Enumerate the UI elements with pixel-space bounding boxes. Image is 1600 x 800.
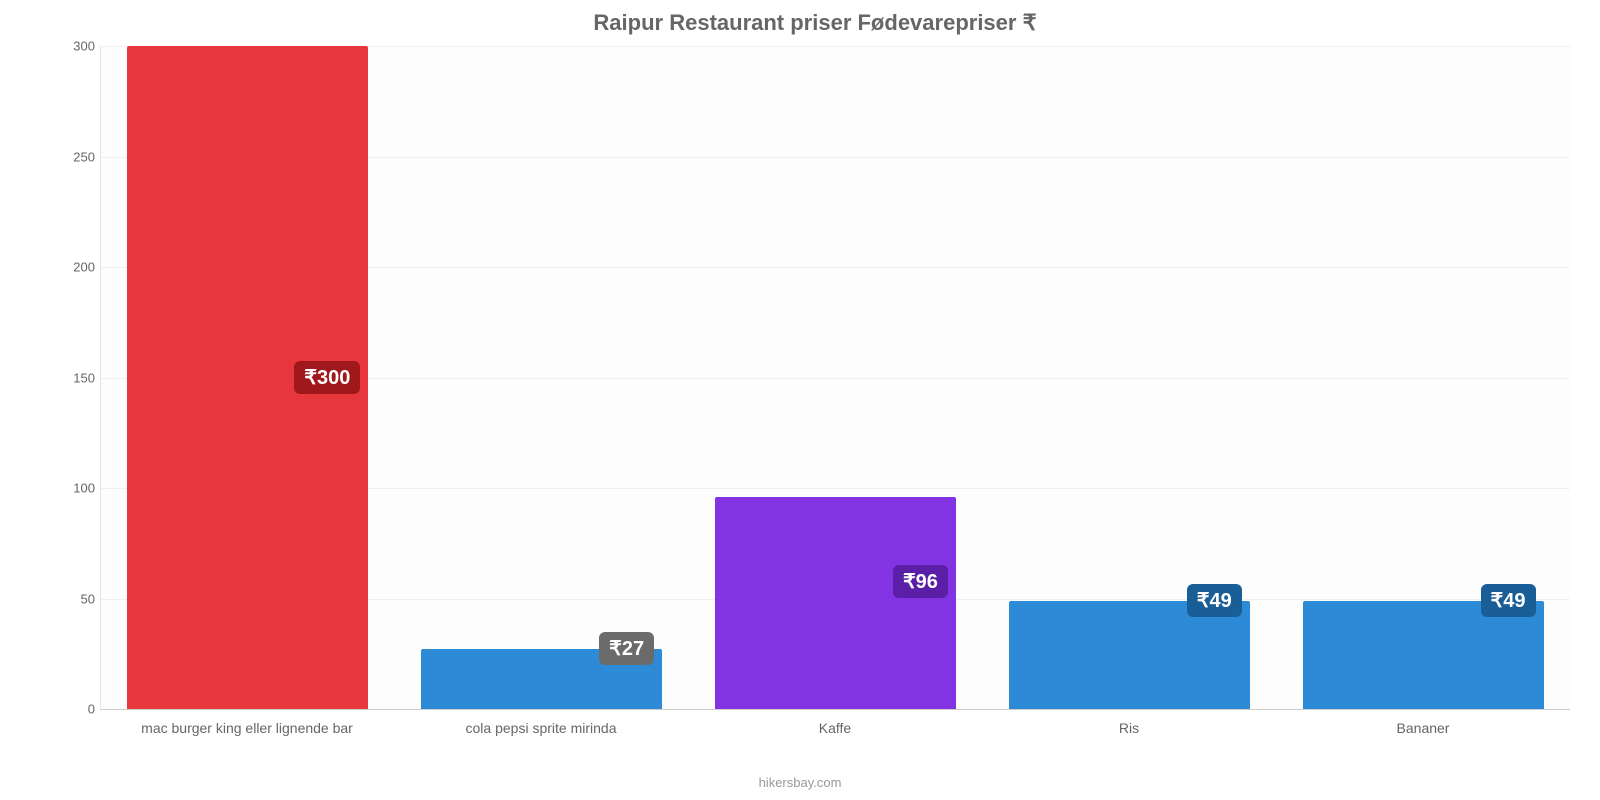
bar-value-label: ₹49 [1187,584,1242,617]
x-axis-label: Kaffe [688,720,982,736]
x-axis-label: cola pepsi sprite mirinda [394,720,688,736]
y-tick-label: 100 [61,481,95,496]
y-tick-label: 200 [61,260,95,275]
x-axis-label: Ris [982,720,1276,736]
chart-title: Raipur Restaurant priser Fødevarepriser … [60,10,1570,36]
bars-group: ₹300₹27₹96₹49₹49 [101,46,1570,709]
bar: ₹27 [421,649,662,709]
bar: ₹49 [1303,601,1544,709]
y-tick-label: 0 [61,702,95,717]
bar-slot: ₹49 [1276,46,1570,709]
bar-slot: ₹27 [395,46,689,709]
bar: ₹300 [127,46,368,709]
bar: ₹49 [1009,601,1250,709]
y-tick-label: 150 [61,370,95,385]
bar: ₹96 [715,497,956,709]
bar-value-label: ₹300 [294,361,360,394]
bar-slot: ₹49 [982,46,1276,709]
bar-slot: ₹300 [101,46,395,709]
bar-slot: ₹96 [689,46,983,709]
bar-value-label: ₹27 [599,632,654,665]
plot-area: ₹300₹27₹96₹49₹49 050100150200250300 [100,46,1570,710]
y-tick-label: 250 [61,149,95,164]
x-axis-labels: mac burger king eller lignende barcola p… [100,720,1570,736]
bar-value-label: ₹96 [893,565,948,598]
chart-container: Raipur Restaurant priser Fødevarepriser … [60,10,1570,750]
x-axis-label: Bananer [1276,720,1570,736]
x-axis-label: mac burger king eller lignende bar [100,720,394,736]
y-tick-label: 300 [61,39,95,54]
y-tick-label: 50 [61,591,95,606]
source-caption: hikersbay.com [0,775,1600,790]
bar-value-label: ₹49 [1481,584,1536,617]
